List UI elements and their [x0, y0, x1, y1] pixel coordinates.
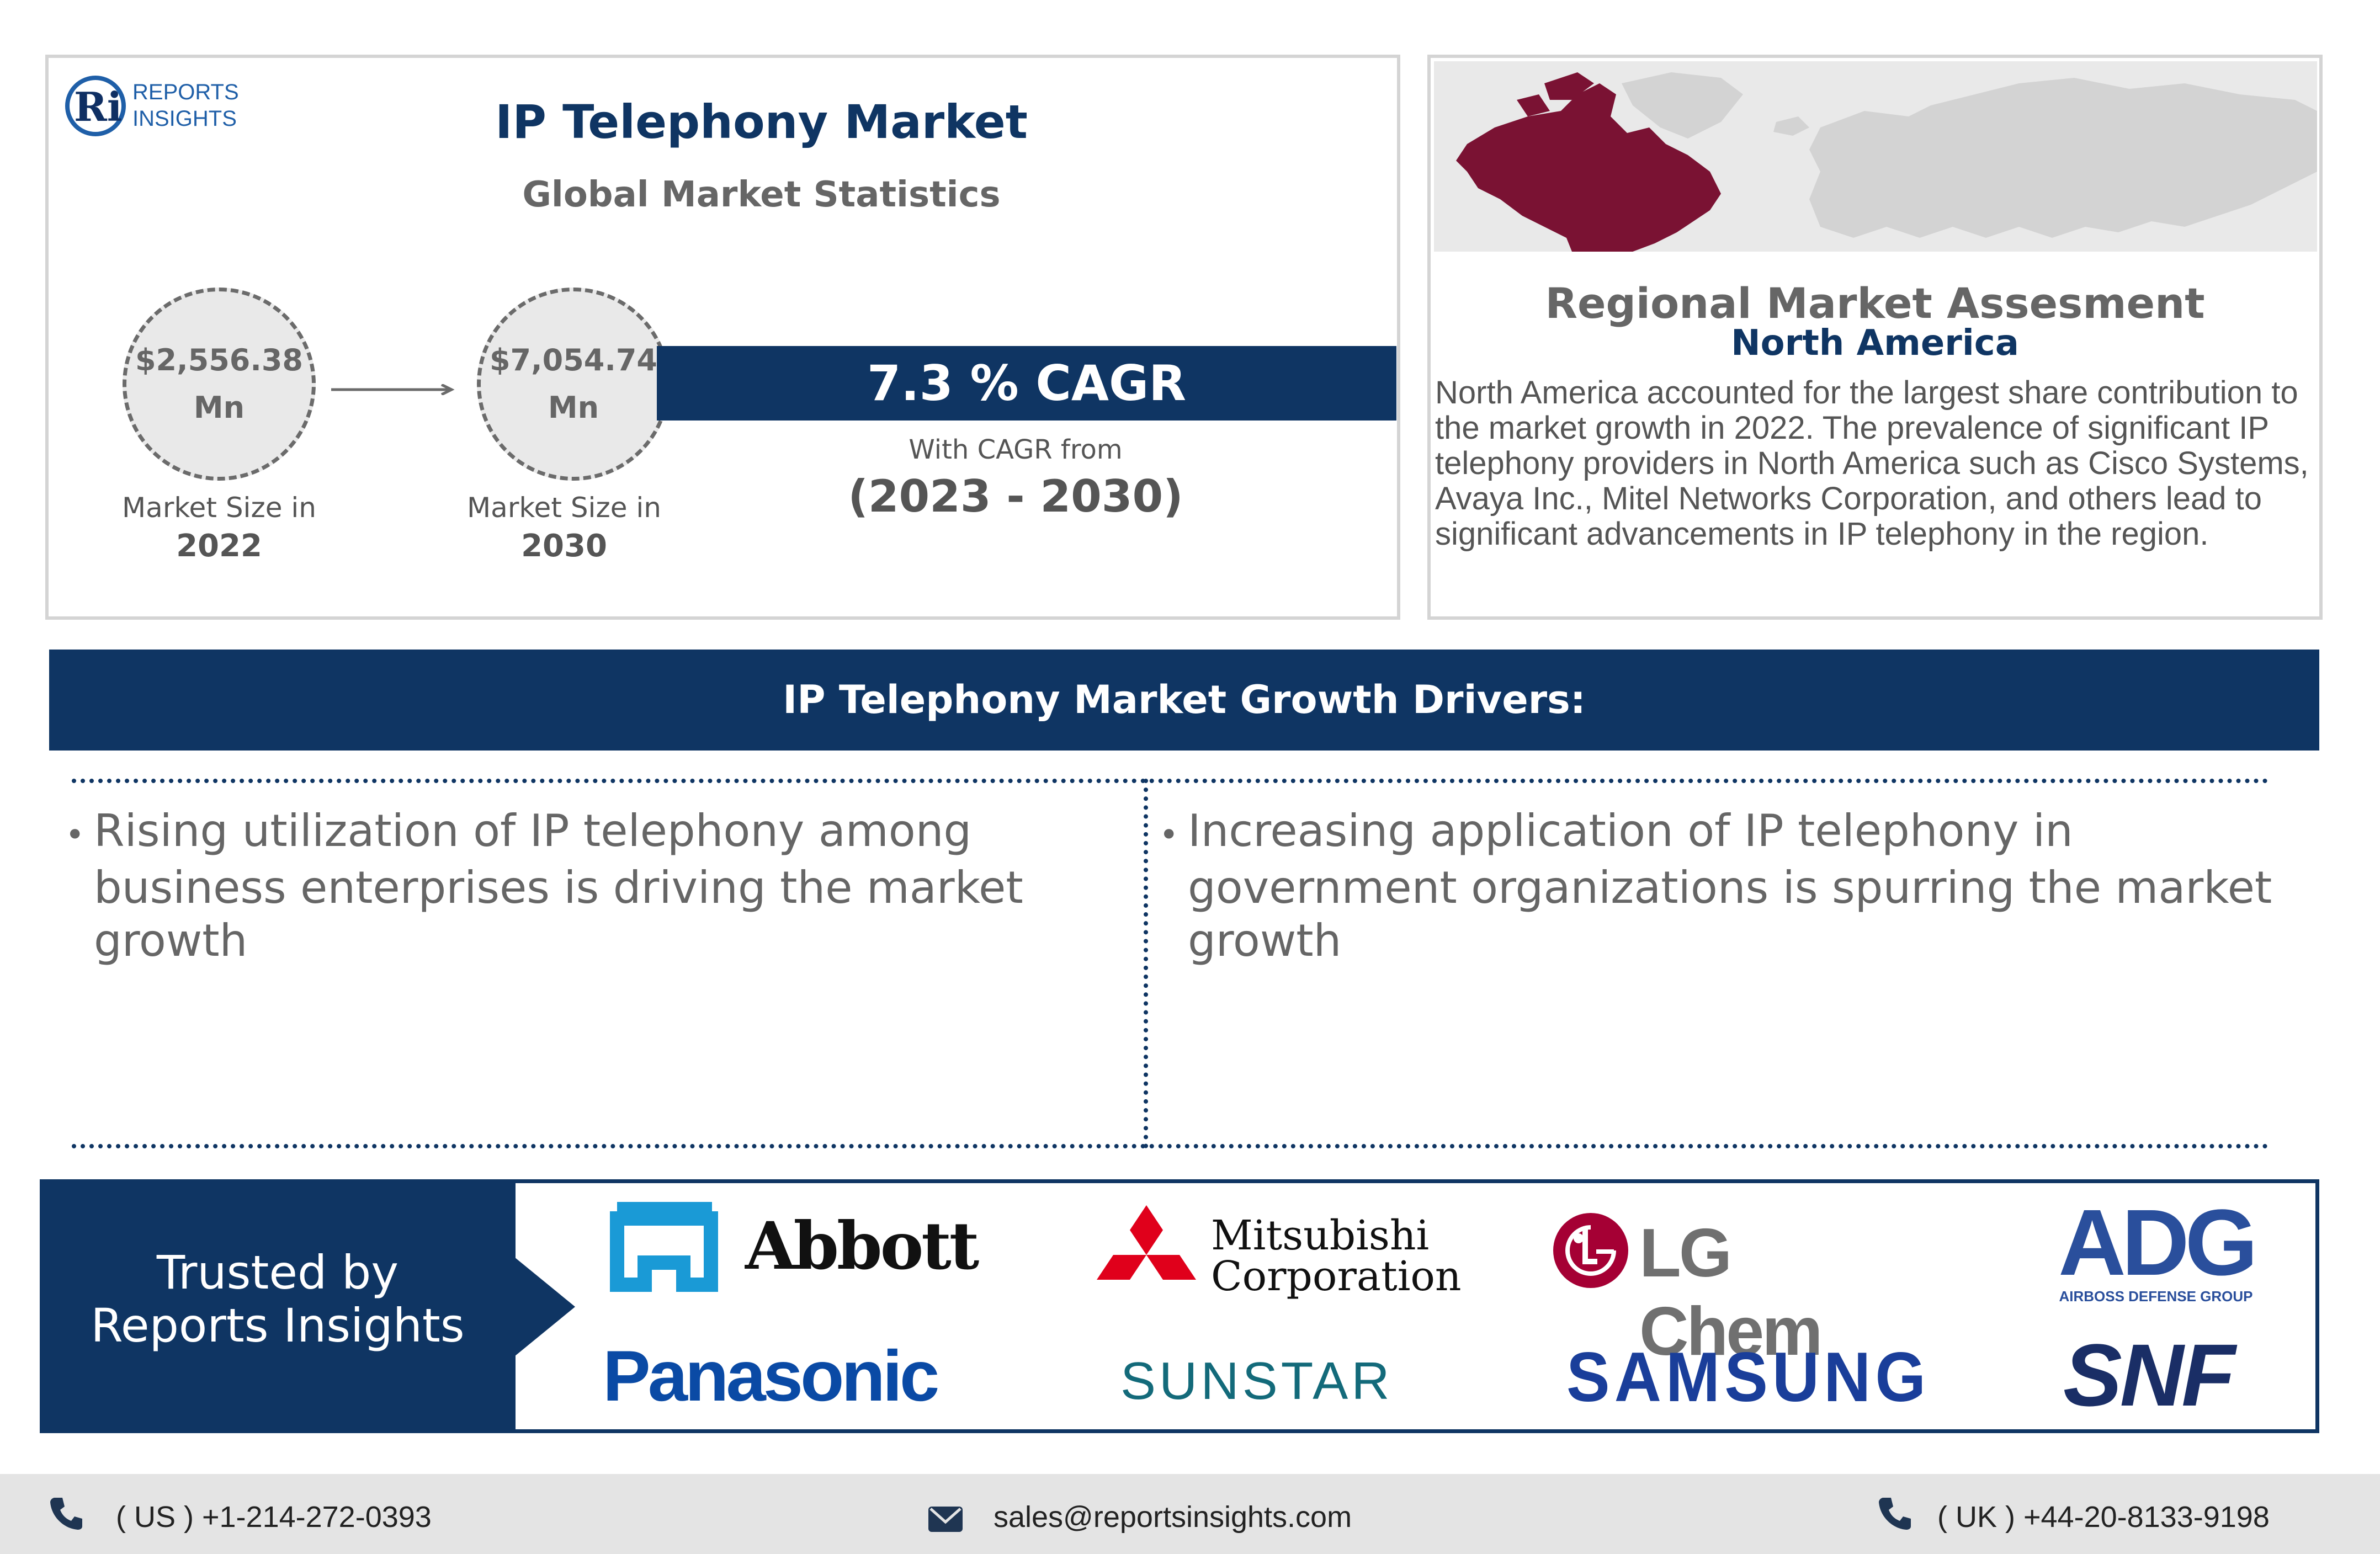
region-name: North America — [1731, 323, 2019, 364]
market-size-2022-year: 2022 — [176, 528, 262, 564]
world-map — [1434, 61, 2317, 252]
samsung-logo: SAMSUNG — [1566, 1338, 1931, 1417]
growth-driver-item: • Increasing application of IP telephony … — [1159, 805, 2272, 966]
region-section-title: Regional Market Assesment — [1545, 279, 2205, 328]
adg-logo: ADG AIRBOSS DEFENSE GROUP — [2034, 1190, 2277, 1309]
adg-tagline: AIRBOSS DEFENSE GROUP — [2059, 1288, 2253, 1305]
world-map-graphic — [1456, 72, 2317, 252]
region-description: North America accounted for the largest … — [1435, 375, 2309, 552]
logo-text-line1: REPORTS — [132, 80, 239, 104]
contact-footer — [0, 1474, 2380, 1554]
logo-mark: Ri — [65, 76, 126, 136]
panasonic-logo: Panasonic — [603, 1335, 939, 1416]
arctic-islands-shape — [1517, 72, 1594, 116]
greenland-shape — [1622, 72, 1743, 139]
reports-insights-logo: Ri REPORTS INSIGHTS — [65, 76, 302, 142]
dotted-divider-vertical — [1144, 779, 1148, 1148]
lg-chem-wordmark: LG Chem — [1639, 1215, 1823, 1370]
trusted-by-tab — [40, 1179, 516, 1433]
market-size-2030-year: 2030 — [521, 528, 607, 564]
mitsubishi-logo: Mitsubishi Corporation — [1088, 1205, 1464, 1299]
europe-asia-shape — [1809, 78, 2317, 238]
market-size-2022-circle: $2,556.38 Mn — [123, 288, 316, 481]
page-subtitle: Global Market Statistics — [522, 174, 1001, 215]
cagr-banner: 7.3 % CAGR — [657, 346, 1396, 421]
market-size-2030-value: $7,054.74 — [489, 343, 658, 377]
page-title: IP Telephony Market — [495, 95, 1028, 149]
lg-chem-logo: LG Chem — [1552, 1212, 1927, 1370]
market-size-2030-circle: $7,054.74 Mn — [477, 288, 670, 481]
iceland-shape — [1773, 116, 1809, 136]
adg-wordmark: ADG — [2058, 1190, 2258, 1295]
market-size-2022-unit: Mn — [193, 390, 245, 425]
market-size-2030-unit: Mn — [548, 390, 599, 425]
abbott-wordmark: Abbott — [745, 1207, 979, 1284]
email-link[interactable]: sales@reportsinsights.com — [994, 1500, 1352, 1534]
market-size-2030-label: Market Size in 2030 — [448, 488, 680, 566]
logo-text-line2: INSIGHTS — [132, 107, 237, 131]
abbott-logo: Abbott — [606, 1202, 992, 1296]
abbott-mark-icon — [610, 1202, 718, 1292]
bullet-icon: • — [65, 816, 85, 854]
email-icon — [928, 1507, 963, 1532]
sunstar-logo: SUNSTAR — [1120, 1351, 1393, 1411]
market-size-2022-value: $2,556.38 — [135, 343, 304, 377]
snf-logo: SNF — [2063, 1326, 2235, 1424]
bullet-icon: • — [1159, 816, 1179, 854]
phone-icon — [1879, 1498, 1911, 1530]
market-size-2022-label: Market Size in 2022 — [103, 488, 335, 566]
dotted-divider-bottom — [72, 1144, 2269, 1148]
growth-drivers-banner: IP Telephony Market Growth Drivers: — [49, 650, 2319, 751]
us-phone-link[interactable]: ( US ) +1-214-272-0393 — [116, 1500, 432, 1534]
north-america-shape — [1456, 83, 1721, 252]
cagr-from-label: With CAGR from — [909, 434, 1123, 465]
uk-phone-link[interactable]: ( UK ) +44-20-8133-9198 — [1937, 1500, 2270, 1534]
trusted-by-pointer — [514, 1257, 575, 1356]
mitsubishi-diamonds-icon — [1097, 1205, 1196, 1280]
mitsubishi-wordmark-line1: Mitsubishi — [1211, 1212, 1430, 1259]
trusted-by-label: Trusted by Reports Insights — [91, 1246, 465, 1353]
cagr-period: (2023 - 2030) — [848, 471, 1183, 522]
mitsubishi-wordmark-line2: Corporation — [1211, 1253, 1462, 1300]
dotted-divider-top — [72, 779, 2269, 783]
arrow-right-icon — [331, 384, 455, 395]
phone-icon — [50, 1498, 82, 1530]
growth-driver-item: • Rising utilization of IP telephony amon… — [65, 805, 1023, 966]
lg-face-icon — [1553, 1213, 1628, 1288]
